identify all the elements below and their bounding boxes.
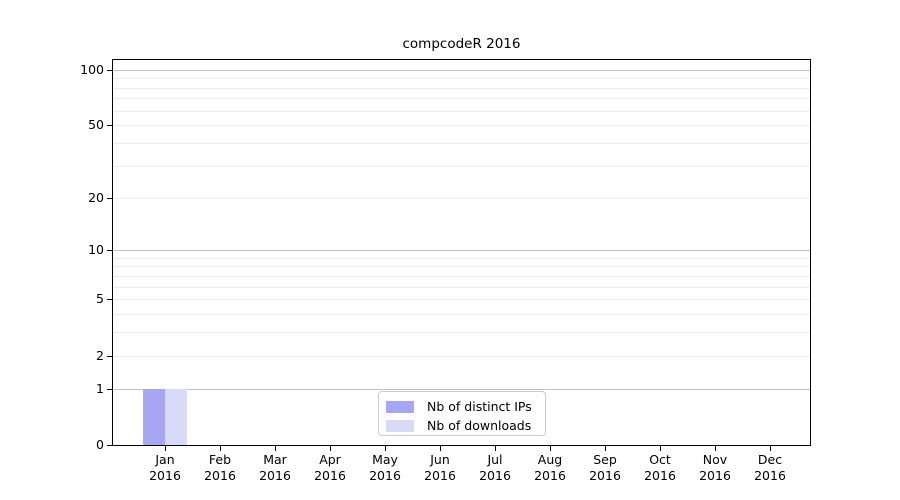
chart-title: compcodeR 2016 <box>402 36 521 52</box>
x-tick <box>660 446 661 451</box>
y-tick <box>107 70 112 71</box>
x-tick-label: Jul 2016 <box>479 452 511 483</box>
minor-gridline <box>113 111 810 112</box>
minor-gridline <box>113 88 810 89</box>
x-tick <box>220 446 221 451</box>
x-tick-label: Nov 2016 <box>699 452 731 483</box>
y-tick-label: 50 <box>88 117 104 132</box>
x-tick-label: Mar 2016 <box>259 452 291 483</box>
y-tick-label: 5 <box>96 291 104 306</box>
bar-distinct-ips <box>143 389 165 445</box>
x-tick <box>495 446 496 451</box>
minor-gridline <box>113 356 810 357</box>
minor-gridline <box>113 314 810 315</box>
minor-gridline <box>113 125 810 126</box>
minor-gridline <box>113 266 810 267</box>
minor-gridline <box>113 258 810 259</box>
minor-gridline <box>113 78 810 79</box>
legend-label-distinct-ips: Nb of distinct IPs <box>427 399 532 414</box>
x-tick <box>330 446 331 451</box>
x-tick <box>385 446 386 451</box>
minor-gridline <box>113 299 810 300</box>
y-tick-label: 0 <box>96 437 104 452</box>
plot-area <box>112 59 811 446</box>
y-tick <box>107 445 112 446</box>
y-tick-label: 1 <box>96 381 104 396</box>
y-tick-label: 2 <box>96 348 104 363</box>
minor-gridline <box>113 198 810 199</box>
x-tick-label: Sep 2016 <box>589 452 621 483</box>
gridlines-layer <box>113 60 810 445</box>
major-gridline <box>113 70 810 71</box>
minor-gridline <box>113 287 810 288</box>
x-tick <box>440 446 441 451</box>
x-tick <box>770 446 771 451</box>
x-tick-label: Apr 2016 <box>314 452 346 483</box>
x-tick <box>715 446 716 451</box>
y-tick-label: 20 <box>88 190 104 205</box>
y-tick <box>107 389 112 390</box>
major-gridline <box>113 250 810 251</box>
minor-gridline <box>113 332 810 333</box>
x-tick <box>550 446 551 451</box>
y-tick <box>107 198 112 199</box>
x-tick-label: Jun 2016 <box>424 452 456 483</box>
minor-gridline <box>113 98 810 99</box>
y-tick-label: 10 <box>88 242 104 257</box>
x-tick-label: Oct 2016 <box>644 452 676 483</box>
y-tick-label: 100 <box>80 62 104 77</box>
minor-gridline <box>113 143 810 144</box>
minor-gridline <box>113 276 810 277</box>
x-tick <box>165 446 166 451</box>
y-tick <box>107 250 112 251</box>
major-gridline <box>113 389 810 390</box>
legend-item-downloads: Nb of downloads <box>386 416 545 435</box>
legend: Nb of distinct IPs Nb of downloads <box>378 391 546 436</box>
y-tick <box>107 125 112 126</box>
x-tick <box>605 446 606 451</box>
bars-layer <box>113 60 810 445</box>
x-tick <box>275 446 276 451</box>
minor-gridline <box>113 166 810 167</box>
x-tick-label: Aug 2016 <box>534 452 566 483</box>
y-tick <box>107 299 112 300</box>
y-tick <box>107 356 112 357</box>
bar-downloads <box>165 389 187 445</box>
legend-swatch-downloads <box>386 419 414 432</box>
legend-swatch-distinct-ips <box>386 400 414 413</box>
x-tick-label: May 2016 <box>369 452 401 483</box>
x-tick-label: Jan 2016 <box>149 452 181 483</box>
legend-item-distinct-ips: Nb of distinct IPs <box>386 397 545 416</box>
x-tick-label: Feb 2016 <box>204 452 236 483</box>
x-tick-label: Dec 2016 <box>754 452 786 483</box>
legend-label-downloads: Nb of downloads <box>427 418 532 433</box>
